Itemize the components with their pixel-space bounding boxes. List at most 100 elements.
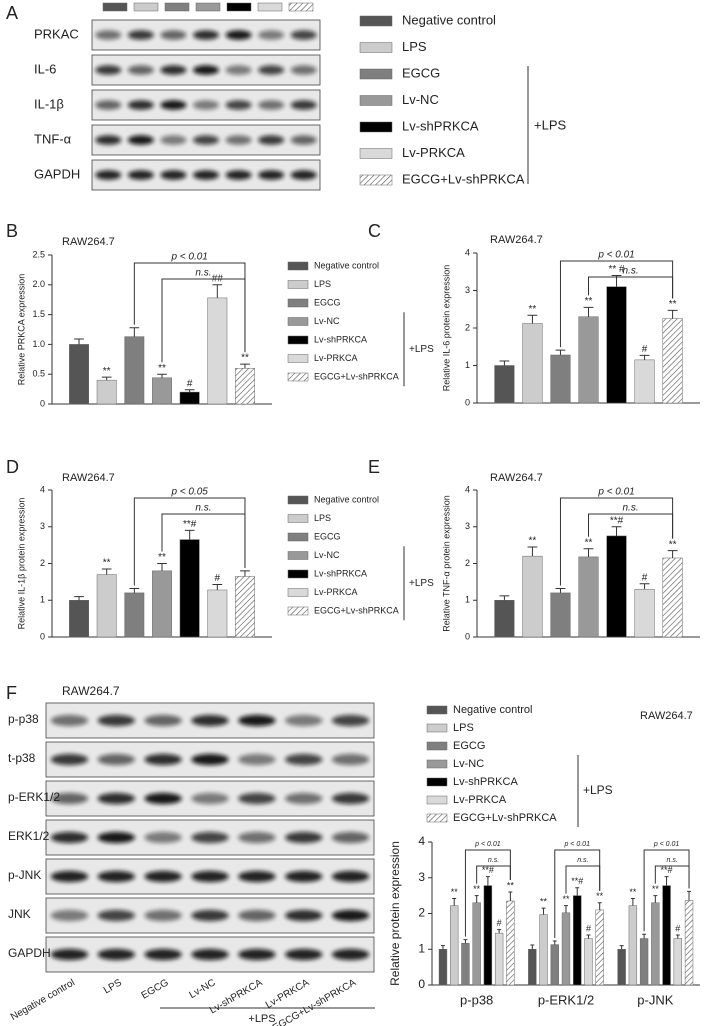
significance-mark: ** # (608, 264, 625, 275)
comparison-bracket (565, 865, 601, 894)
bar (179, 391, 200, 405)
error-bar (530, 944, 535, 950)
y-tick-label: 0 (40, 631, 45, 641)
bar (550, 592, 571, 638)
lane-label: EGCG (140, 977, 171, 1001)
y-tick-label: 3 (418, 870, 425, 884)
error-bar (586, 934, 591, 939)
legend-label: Negative control (402, 12, 496, 27)
legend-swatch (287, 569, 309, 579)
y-axis-label: Relative IL-1β protein expression (16, 498, 26, 630)
error-bar (212, 583, 223, 590)
bar (96, 379, 117, 405)
legend-swatch (359, 68, 393, 80)
error-bar (499, 360, 510, 366)
comparison-label: n.s. (622, 503, 638, 514)
blot-band (258, 170, 285, 180)
significance-mark: ** (529, 304, 537, 315)
bracket-label: +LPS (409, 344, 434, 355)
blot-band (331, 714, 370, 727)
legend-swatch (287, 551, 309, 560)
legend-swatch (287, 495, 309, 505)
significance-mark: ** (540, 897, 548, 907)
comparison-label: n.s. (195, 268, 211, 279)
legend-swatch (287, 588, 309, 597)
row-label: GAPDH (34, 166, 80, 181)
error-bar (619, 945, 624, 950)
y-tick-label: 0 (465, 397, 470, 407)
y-axis-label: Relative protein expression (388, 841, 402, 986)
legend-label: Negative control (453, 704, 533, 716)
bar (124, 336, 145, 405)
comparison-label: n.s. (667, 857, 678, 864)
blot-band (144, 753, 182, 766)
bar (628, 905, 638, 986)
significance-mark: ** (562, 894, 570, 904)
legend-label: Lv-NC (314, 550, 340, 560)
legend-swatch (426, 813, 448, 823)
panel-label: E (368, 457, 380, 477)
significance-mark: ** (103, 366, 111, 377)
blot-band (160, 135, 187, 145)
blot-band (290, 170, 317, 180)
bar (639, 938, 649, 986)
legend-swatch (287, 317, 309, 326)
error-bar (687, 890, 691, 901)
y-tick-label: 2 (418, 906, 425, 920)
error-bar (101, 568, 112, 575)
error-bar (240, 570, 250, 577)
legend-swatch (287, 606, 309, 616)
y-tick-label: 1 (40, 595, 45, 605)
lane-swatch (195, 2, 221, 12)
legend-swatch (359, 174, 393, 186)
comparison-label: p < 0.01 (597, 487, 634, 498)
error-bar (667, 309, 678, 319)
blot-band (331, 831, 370, 844)
row-label: JNK (8, 907, 31, 921)
lane-swatch (257, 2, 283, 12)
error-bar (527, 314, 538, 324)
error-bar (74, 596, 84, 601)
blot-band (97, 792, 136, 805)
significance-mark: ** (596, 891, 604, 901)
error-bar (212, 284, 223, 298)
error-bar (575, 887, 580, 896)
error-bar (441, 945, 445, 950)
bar (684, 900, 694, 986)
y-tick-label: 0.5 (32, 369, 45, 379)
significance-mark: **# (482, 865, 494, 875)
comparison-bracket (588, 276, 674, 299)
legend-label: Negative control (314, 260, 379, 270)
bar (494, 600, 515, 638)
legend-label: Lv-PRKCA (314, 587, 358, 597)
comparison-bracket (161, 513, 246, 568)
y-axis-label: Relative IL-6 protein expression (441, 265, 451, 392)
blot-band (144, 909, 182, 922)
comparison-label: n.s. (622, 266, 638, 277)
legend-label: Lv-PRKCA (402, 145, 465, 160)
cell-line: RAW264.7 (62, 684, 120, 698)
comparison-bracket (133, 262, 246, 353)
error-bar (630, 897, 635, 906)
comparison-bracket (654, 865, 690, 889)
error-bar (129, 587, 140, 593)
blot-band (225, 30, 252, 40)
blot-band (284, 948, 323, 961)
significance-mark: ** (473, 884, 481, 894)
x-tick-label: p-p38 (460, 992, 493, 1007)
bar (528, 949, 537, 986)
blot-band (192, 170, 220, 180)
error-bar (240, 363, 250, 369)
blot-band (238, 714, 276, 727)
y-tick-label: 1 (465, 360, 470, 370)
blot-band (50, 831, 89, 844)
legend-swatch (359, 121, 393, 133)
blot-band (290, 65, 317, 75)
error-bar (129, 327, 140, 337)
blot-band (50, 714, 89, 727)
bar (69, 344, 89, 405)
blot-band (290, 30, 317, 40)
error-bar (642, 933, 647, 939)
bar (617, 949, 626, 986)
bar (522, 323, 543, 404)
